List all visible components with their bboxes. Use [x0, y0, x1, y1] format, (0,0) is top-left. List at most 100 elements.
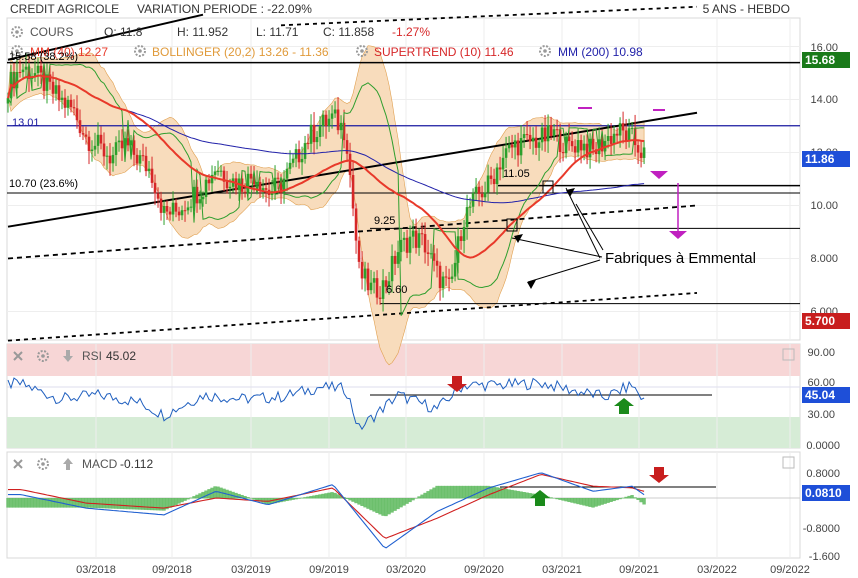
macd-histogram-bar	[291, 498, 295, 500]
macd-histogram-bar	[42, 498, 46, 508]
period-label[interactable]: 5 ANS - HEBDO	[703, 2, 790, 16]
settings-icon[interactable]	[134, 45, 146, 57]
macd-histogram-bar	[396, 498, 400, 510]
macd-histogram-bar	[273, 498, 277, 504]
candle-body	[126, 138, 130, 146]
macd-histogram-bar	[186, 498, 190, 500]
pattern-annotation: Fabriques à Emmental	[605, 250, 756, 267]
candle-body	[69, 99, 73, 108]
macd-histogram-bar	[99, 498, 103, 509]
macd-histogram-bar	[9, 498, 13, 508]
macd-histogram-bar	[411, 498, 415, 501]
macd-histogram-bar	[312, 495, 316, 499]
macd-histogram-bar	[96, 498, 100, 509]
macd-histogram-bar	[258, 498, 262, 502]
candle-body	[216, 170, 220, 172]
candle-body	[222, 170, 226, 182]
macd-histogram-bar	[36, 498, 40, 508]
macd-histogram-bar	[315, 494, 319, 499]
candle-body	[120, 140, 124, 149]
rsi-oversold-zone	[7, 417, 800, 448]
candle-body	[66, 99, 70, 108]
annotation-marks	[447, 107, 687, 506]
candle-body	[600, 139, 604, 152]
candle-body	[114, 142, 118, 155]
settings-icon[interactable]	[11, 26, 23, 38]
macd-histogram-bar	[630, 495, 634, 499]
macd-histogram-bar	[123, 498, 127, 510]
candle-body	[621, 123, 625, 131]
panel-maximize-icon[interactable]	[782, 456, 795, 469]
candle-body	[426, 252, 430, 254]
candle-body	[264, 188, 268, 190]
candle-body	[444, 276, 448, 278]
support-badge-value: 5.700	[805, 314, 835, 328]
settings-icon[interactable]	[37, 350, 49, 362]
macd-histogram-bar	[111, 498, 115, 509]
macd-histogram-bar	[435, 485, 439, 499]
macd-histogram-bar	[444, 485, 448, 499]
candle-body	[438, 265, 442, 289]
candle-body	[225, 181, 229, 189]
candle-body	[132, 140, 136, 155]
candle-body	[465, 207, 469, 227]
candle-body	[177, 211, 181, 216]
settings-icon[interactable]	[356, 45, 368, 57]
candle-body	[6, 98, 10, 104]
macd-histogram-bar	[102, 498, 106, 509]
macd-histogram-bar	[567, 498, 571, 503]
macd-histogram-bar	[348, 498, 352, 501]
candle-body	[51, 81, 55, 94]
settings-icon[interactable]	[539, 45, 551, 57]
candle-body	[291, 158, 295, 163]
candle-body	[321, 114, 325, 127]
candle-body	[459, 236, 463, 241]
macd-histogram-bar	[108, 498, 112, 509]
close-panel-icon[interactable]	[13, 459, 23, 469]
settings-icon[interactable]	[37, 458, 49, 470]
panel-maximize-icon[interactable]	[782, 348, 795, 361]
macd-histogram-bar	[237, 493, 241, 499]
candle-body	[492, 178, 496, 185]
candle-body	[531, 137, 535, 142]
move-up-icon[interactable]	[63, 458, 73, 470]
candle-body	[348, 153, 352, 176]
mm40-legend[interactable]: MM (40) 12.27	[30, 45, 108, 59]
macd-histogram-bar	[588, 498, 592, 507]
candle-body	[630, 128, 634, 130]
candle-body	[489, 175, 493, 179]
macd-histogram-bar	[504, 488, 508, 499]
mm200-legend[interactable]: MM (200) 10.98	[558, 45, 643, 59]
candle-body	[84, 134, 88, 137]
candle-body	[354, 208, 358, 241]
macd-label: MACD	[82, 457, 118, 471]
macd-histogram-bar	[474, 485, 478, 499]
macd-histogram-bar	[627, 495, 631, 499]
candle-body	[21, 69, 25, 73]
settings-icon[interactable]	[11, 45, 23, 57]
candle-body	[612, 133, 616, 144]
candle-body	[327, 118, 331, 127]
candle-body	[423, 234, 427, 253]
macd-histogram-bar	[462, 485, 466, 499]
candle-body	[411, 230, 415, 237]
macd-histogram-bar	[507, 489, 511, 499]
macd-badge: 0.0810	[802, 485, 850, 501]
candle-body	[180, 210, 184, 216]
candle-body	[351, 175, 355, 209]
move-down-icon[interactable]	[63, 350, 73, 362]
macd-histogram-bar	[201, 491, 205, 499]
macd-histogram-bar	[333, 492, 337, 499]
candle-body	[111, 154, 115, 164]
candle-body	[315, 136, 319, 143]
candle-body	[378, 297, 382, 299]
candle-body	[585, 143, 589, 158]
macd-histogram-bar	[30, 498, 34, 508]
candle-body	[18, 72, 22, 74]
close-panel-icon[interactable]	[13, 351, 23, 361]
macd-histogram-bar	[579, 498, 583, 505]
bollinger-legend[interactable]: BOLLINGER (20,2) 13.26 - 11.36	[152, 45, 329, 59]
supertrend-legend[interactable]: SUPERTREND (10) 11.46	[374, 45, 514, 59]
candle-body	[495, 167, 499, 185]
